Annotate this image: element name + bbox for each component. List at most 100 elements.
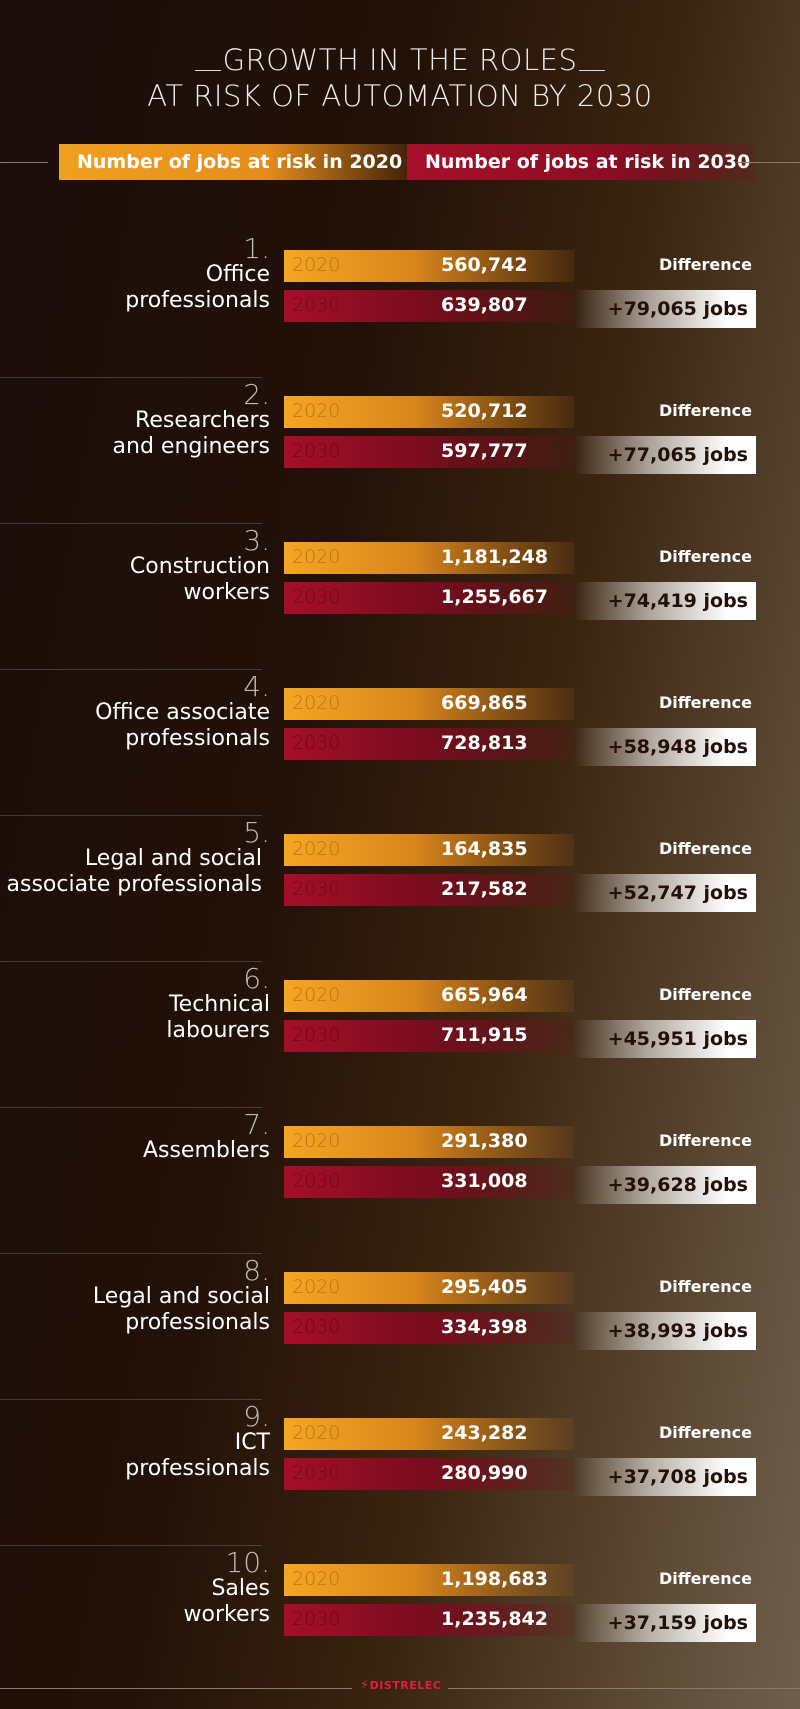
difference-label: Difference: [658, 1569, 752, 1588]
bar-2020-year: 2020: [292, 254, 341, 276]
difference-badge: +58,948 jobs: [574, 728, 756, 766]
bar-2020-year: 2020: [292, 400, 341, 422]
row-rank: 1.: [243, 232, 270, 265]
row-separator: [0, 1399, 262, 1400]
category-label: Legal and social associate professionals: [0, 846, 262, 898]
category-line2: labourers: [166, 1018, 270, 1043]
bar-2030-value: 334,398: [441, 1316, 528, 1338]
bar-2020: 2020 669,865: [284, 688, 574, 720]
bar-2020-year: 2020: [292, 1568, 341, 1590]
category-label: Technical labourers: [10, 992, 270, 1044]
chart-row: 10. Sales workers 2020 1,198,683 2030 1,235,84…: [0, 1546, 800, 1692]
bar-2030-year: 2030: [292, 1024, 341, 1046]
footer-rule-left: [0, 1688, 352, 1689]
bar-2030-year: 2030: [292, 878, 341, 900]
bar-2030-value: 217,582: [441, 878, 528, 900]
difference-label: Difference: [658, 255, 752, 274]
chart-title-line1: GROWTH IN THE ROLES: [0, 42, 800, 78]
row-rank: 2.: [243, 378, 270, 411]
row-rank: 10.: [225, 1546, 270, 1579]
difference-label: Difference: [658, 1423, 752, 1442]
bar-2020: 2020 520,712: [284, 396, 574, 428]
brand-name: DISTRELEC: [369, 1679, 442, 1692]
category-label: Assemblers: [10, 1138, 270, 1164]
bar-2020-value: 665,964: [441, 984, 528, 1006]
legend-2020: Number of jobs at risk in 2020: [59, 144, 407, 180]
category-label: Legal and social professionals: [10, 1284, 270, 1336]
row-separator: [0, 377, 262, 378]
category-label: Researchers and engineers: [10, 408, 270, 460]
bar-2030: 2030 639,807: [284, 290, 574, 322]
bar-2030-value: 1,255,667: [441, 586, 548, 608]
chart-row: 4. Office associate professionals 2020 669,8…: [0, 670, 800, 816]
chart-row: 8. Legal and social professionals 2020 295,4…: [0, 1254, 800, 1400]
row-rank: 3.: [243, 524, 270, 557]
category-label: Construction workers: [10, 554, 270, 606]
bar-2020-year: 2020: [292, 984, 341, 1006]
category-line1: Assemblers: [142, 1138, 270, 1163]
row-separator: [0, 1545, 262, 1546]
bar-2020: 2020 291,380: [284, 1126, 574, 1158]
chart-title: GROWTH IN THE ROLES AT RISK OF AUTOMATIO…: [0, 42, 800, 114]
legend-rule-left: [0, 162, 48, 163]
row-separator: [0, 669, 262, 670]
difference-value: +45,951 jobs: [607, 1028, 748, 1050]
difference-value: +37,708 jobs: [607, 1466, 748, 1488]
bar-2030: 2030 334,398: [284, 1312, 574, 1344]
category-line1: Technical: [168, 992, 270, 1017]
bar-2020-year: 2020: [292, 1130, 341, 1152]
difference-value: +79,065 jobs: [607, 298, 748, 320]
row-rank: 9.: [243, 1400, 270, 1433]
chart-row: 7. Assemblers 2020 291,380 2030 331,008 Differ…: [0, 1108, 800, 1254]
category-line2: workers: [183, 1602, 271, 1627]
difference-badge: +37,159 jobs: [574, 1604, 756, 1642]
bar-2020: 2020 243,282: [284, 1418, 574, 1450]
category-line1: Researchers: [135, 408, 270, 433]
bar-2030: 2030 1,235,842: [284, 1604, 574, 1636]
category-label: Office professionals: [10, 262, 270, 314]
bar-2020-value: 1,181,248: [441, 546, 548, 568]
chart-title-line2: AT RISK OF AUTOMATION BY 2030: [147, 79, 653, 113]
difference-label: Difference: [658, 1131, 752, 1150]
difference-badge: +38,993 jobs: [574, 1312, 756, 1350]
bar-2020-year: 2020: [292, 1422, 341, 1444]
difference-label: Difference: [658, 1277, 752, 1296]
bar-2030-value: 597,777: [441, 440, 528, 462]
category-line2: workers: [183, 580, 271, 605]
bar-2020: 2020 164,835: [284, 834, 574, 866]
bar-2030: 2030 728,813: [284, 728, 574, 760]
category-line2: professionals: [125, 1310, 270, 1335]
category-line1: Construction: [129, 554, 270, 579]
difference-label: Difference: [658, 985, 752, 1004]
bar-2020-year: 2020: [292, 692, 341, 714]
chart-row: 6. Technical labourers 2020 665,964 2030 711,9…: [0, 962, 800, 1108]
bar-2020: 2020 1,181,248: [284, 542, 574, 574]
bar-2030-value: 280,990: [441, 1462, 528, 1484]
bar-2030-year: 2030: [292, 1608, 341, 1630]
row-separator: [0, 815, 262, 816]
footer-rule-right: [448, 1688, 800, 1689]
row-separator: [0, 1253, 262, 1254]
bar-2020: 2020 1,198,683: [284, 1564, 574, 1596]
category-line1: Legal and social: [84, 846, 262, 871]
row-separator: [0, 961, 262, 962]
bar-2020-year: 2020: [292, 546, 341, 568]
chart-row: 1. Office professionals 2020 560,742 2030 639,…: [0, 232, 800, 378]
difference-value: +39,628 jobs: [607, 1174, 748, 1196]
category-label: Office associate professionals: [10, 700, 270, 752]
bar-2030-year: 2030: [292, 440, 341, 462]
row-rank: 7.: [243, 1108, 270, 1141]
bar-2020: 2020 295,405: [284, 1272, 574, 1304]
difference-badge: +45,951 jobs: [574, 1020, 756, 1058]
difference-value: +74,419 jobs: [607, 590, 748, 612]
bar-2030-year: 2030: [292, 294, 341, 316]
chart-row: 3. Construction workers 2020 1,181,248 2030 1,…: [0, 524, 800, 670]
difference-value: +77,065 jobs: [607, 444, 748, 466]
brand-logo: ⚡DISTRELEC: [360, 1678, 442, 1693]
difference-value: +37,159 jobs: [607, 1612, 748, 1634]
bar-2020-value: 560,742: [441, 254, 528, 276]
bar-2020-value: 164,835: [441, 838, 528, 860]
bar-2030-year: 2030: [292, 586, 341, 608]
difference-badge: +52,747 jobs: [574, 874, 756, 912]
difference-value: +52,747 jobs: [607, 882, 748, 904]
